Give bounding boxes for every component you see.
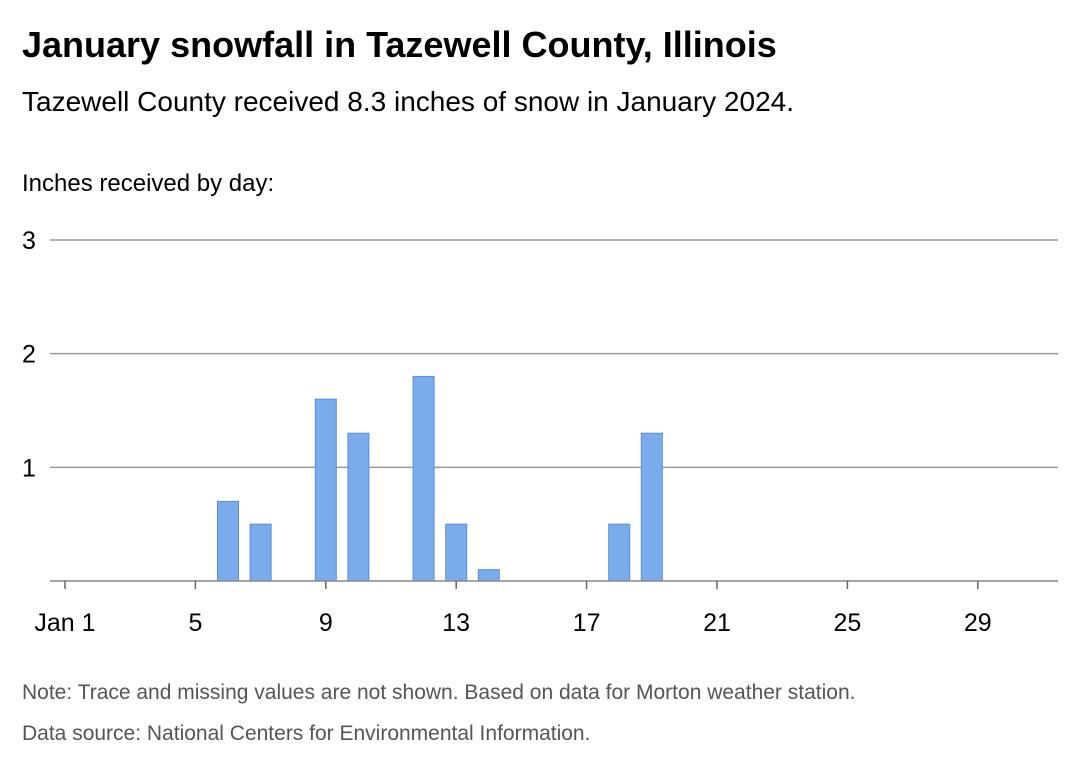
bar-jan-9 (314, 398, 337, 582)
bar-jan-12 (412, 375, 435, 582)
bar-jan-18 (608, 523, 631, 582)
bar-jan-10 (347, 432, 370, 582)
gridlines: 1 2 3 (22, 227, 1058, 482)
x-tick-label: 29 (964, 609, 992, 637)
bar-jan-14 (477, 569, 500, 582)
bar-jan-13 (445, 523, 468, 582)
x-tick-label: 13 (442, 609, 470, 637)
x-axis: Jan 1 5 9 13 17 21 25 29 (34, 580, 1058, 637)
x-tick-label: 21 (703, 609, 731, 637)
x-tick-label: 5 (188, 609, 202, 637)
x-tick-label: 17 (573, 609, 601, 637)
chart-title: January snowfall in Tazewell County, Ill… (22, 24, 777, 65)
bar-chart: 1 2 3 Jan 1 5 9 13 17 21 25 29 (22, 227, 1058, 637)
y-tick-label: 3 (22, 227, 36, 255)
bars (217, 375, 663, 582)
y-tick-label: 2 (22, 341, 36, 369)
footnote: Note: Trace and missing values are not s… (22, 681, 856, 704)
bar-jan-19 (640, 432, 663, 582)
y-axis-label: Inches received by day: (22, 170, 275, 197)
x-tick-label: Jan 1 (34, 609, 95, 637)
x-tick-label: 9 (319, 609, 333, 637)
y-tick-label: 1 (22, 454, 36, 482)
bar-jan-6 (217, 500, 239, 582)
chart-subtitle: Tazewell County received 8.3 inches of s… (22, 86, 794, 117)
bar-jan-7 (249, 523, 272, 582)
x-tick-label: 25 (833, 609, 861, 637)
data-source: Data source: National Centers for Enviro… (22, 722, 591, 745)
